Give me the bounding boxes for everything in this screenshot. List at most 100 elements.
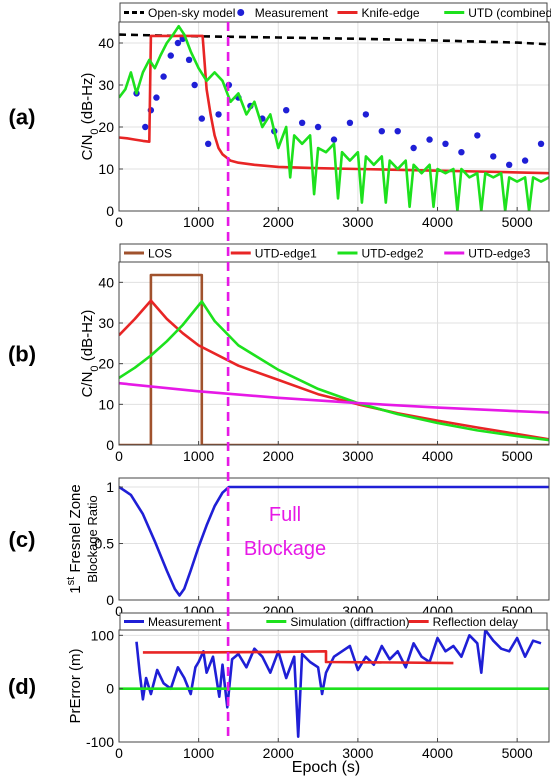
y-tick-label: 0 — [106, 592, 114, 608]
legend-item: UTD-edge3 — [444, 247, 531, 261]
legend-item: Knife-edge — [337, 6, 420, 20]
x-tick-label: 3000 — [342, 745, 373, 761]
data-point — [185, 56, 193, 63]
series-measurement — [135, 630, 542, 739]
legend-item: UTD-edge2 — [337, 247, 424, 261]
x-tick-label: 4000 — [422, 214, 453, 230]
x-tick-label: 2000 — [263, 214, 294, 230]
x-tick-label: 1000 — [183, 448, 214, 464]
y-tick-label: 0 — [106, 681, 114, 697]
x-tick-label: 0 — [115, 448, 123, 464]
data-point — [204, 140, 212, 147]
legend-item: UTD (combined) — [444, 6, 551, 20]
x-tick-label: 0 — [115, 745, 123, 761]
data-point — [191, 81, 198, 89]
legend-item: LOS — [124, 247, 172, 261]
data-point — [505, 161, 513, 168]
data-point — [346, 119, 354, 127]
x-tick-label: 4000 — [422, 448, 453, 464]
y-tick-label: 0 — [106, 437, 114, 453]
legend-swatch — [237, 9, 245, 16]
legend-label: UTD (combined) — [468, 6, 551, 20]
panel-label: (b) — [8, 342, 36, 367]
x-tick-label: 0 — [115, 603, 123, 619]
y-tick-label: 20 — [98, 356, 114, 372]
data-point — [442, 140, 449, 147]
data-point — [521, 157, 529, 164]
y-tick-label: 40 — [98, 35, 114, 51]
legend-label: UTD-edge2 — [362, 247, 424, 261]
legend-item: Measurement — [124, 615, 222, 629]
y-axis-label-line2: Blockage Ratio — [85, 495, 100, 582]
series-utd-edge2 — [119, 300, 549, 442]
data-point — [330, 136, 338, 143]
overlay-layer: Full Blockage — [226, 22, 326, 742]
y-tick-label: 10 — [98, 161, 114, 177]
data-point — [142, 123, 149, 131]
data-point — [174, 39, 182, 47]
series-curve — [119, 485, 549, 597]
legend-box — [119, 612, 548, 631]
plot-frame — [118, 261, 550, 446]
y-axis-label: 1st Fresnel Zone — [65, 484, 84, 593]
legend-item: UTD-edge1 — [230, 247, 317, 261]
annotation-full: Full — [269, 504, 301, 526]
y-axis-label-sub: 0 — [89, 128, 101, 134]
x-axis-label: Epoch (s) — [292, 759, 360, 776]
y-axis-label-tail: (dB-Hz) — [79, 73, 96, 129]
legend-item: Reflection delay — [408, 615, 518, 629]
legend-label: UTD-edge1 — [255, 247, 317, 261]
data-point — [410, 144, 417, 152]
y-axis-label-sup: st — [65, 577, 77, 586]
y-tick-label: 100 — [91, 627, 115, 643]
x-tick-label: 5000 — [502, 745, 533, 761]
data-point — [394, 128, 401, 135]
panel-label: (d) — [8, 674, 36, 699]
data-point — [314, 123, 322, 131]
y-axis-label-main: 1 — [67, 585, 84, 593]
y-tick-label: 40 — [98, 274, 114, 290]
legend-label: Knife-edge — [362, 6, 420, 20]
series-knife-edge — [119, 34, 549, 175]
y-tick-label: 10 — [98, 396, 114, 412]
y-tick-label: 0.5 — [95, 536, 115, 552]
plot-frame — [118, 477, 550, 601]
series-reflection-delay — [142, 649, 454, 665]
y-axis-label-tail: Fresnel Zone — [67, 484, 84, 577]
plot-area — [119, 24, 549, 211]
x-tick-label: 2000 — [263, 448, 294, 464]
data-point — [426, 136, 433, 143]
series-los — [119, 273, 549, 445]
data-point — [458, 149, 465, 156]
legend-label: Measurement — [255, 6, 329, 20]
y-axis-label-main: C/N — [79, 372, 96, 398]
panel-label: (c) — [9, 527, 36, 552]
legend-label: Measurement — [148, 615, 222, 629]
y-axis-label: C/N0 (dB-Hz) — [79, 73, 101, 161]
y-axis-label-main: C/N — [79, 135, 96, 161]
y-tick-label: 0 — [106, 203, 114, 219]
legend-label: Reflection delay — [433, 615, 518, 629]
legend: Measurement Simulation (diffraction) Refle… — [119, 612, 548, 631]
y-axis-label-sub: 0 — [89, 365, 101, 371]
legend: LOS UTD-edge1 UTD-edge2 UTD-edge3 — [119, 243, 548, 263]
data-point — [167, 52, 174, 59]
data-point — [298, 119, 306, 127]
legend-item: Measurement — [237, 6, 329, 20]
legend-label: LOS — [148, 247, 172, 261]
y-tick-label: -100 — [86, 734, 114, 750]
x-tick-label: 2000 — [263, 745, 294, 761]
x-tick-label: 1000 — [183, 214, 214, 230]
plot-area — [119, 630, 549, 739]
legend-label: UTD-edge3 — [468, 247, 530, 261]
y-axis-label-tail: (dB-Hz) — [79, 310, 96, 366]
panel-label: (a) — [9, 105, 36, 130]
data-point — [160, 73, 167, 80]
x-tick-label: 3000 — [342, 448, 373, 464]
data-point — [215, 111, 222, 118]
